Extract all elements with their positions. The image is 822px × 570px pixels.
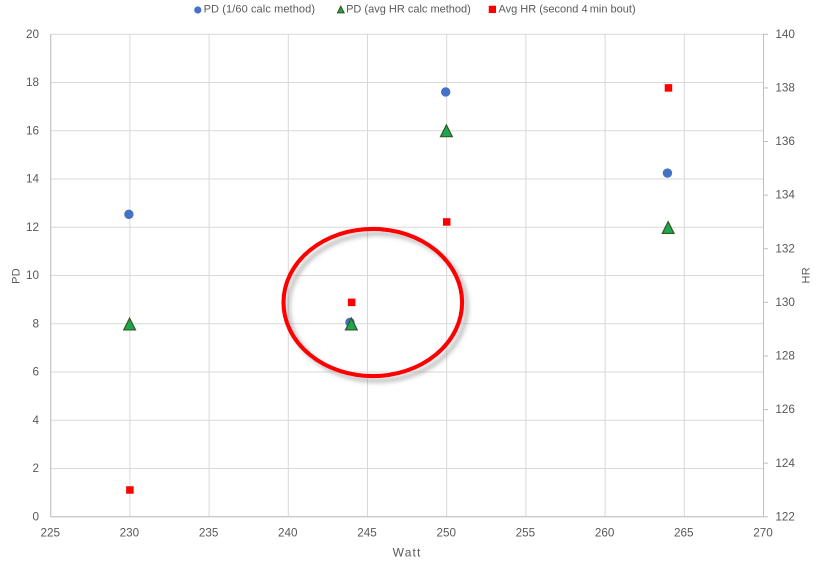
svg-text:130: 130 <box>775 296 795 309</box>
svg-text:Avg HR (second 4 min bout): Avg HR (second 4 min bout) <box>499 4 636 16</box>
svg-text:20: 20 <box>26 28 40 41</box>
svg-text:260: 260 <box>595 526 615 539</box>
svg-text:140: 140 <box>775 28 795 41</box>
svg-text:10: 10 <box>26 269 40 282</box>
svg-text:235: 235 <box>199 526 219 539</box>
svg-text:240: 240 <box>278 526 298 539</box>
svg-text:PD (avg HR calc method): PD (avg HR calc method) <box>346 4 471 16</box>
svg-text:230: 230 <box>120 526 140 539</box>
svg-text:136: 136 <box>775 135 795 148</box>
svg-text:12: 12 <box>26 221 39 234</box>
svg-text:0: 0 <box>32 510 39 523</box>
svg-text:132: 132 <box>775 242 795 255</box>
svg-text:6: 6 <box>32 366 39 379</box>
svg-text:265: 265 <box>674 526 694 539</box>
svg-text:HR: HR <box>801 267 813 284</box>
svg-text:Watt: Watt <box>393 546 422 560</box>
svg-text:134: 134 <box>775 189 795 202</box>
svg-text:8: 8 <box>32 317 39 330</box>
svg-text:128: 128 <box>775 350 795 363</box>
svg-text:124: 124 <box>775 457 795 470</box>
svg-text:126: 126 <box>775 403 795 416</box>
svg-text:255: 255 <box>516 526 536 539</box>
svg-text:14: 14 <box>26 173 40 186</box>
svg-text:18: 18 <box>26 76 39 89</box>
svg-text:4: 4 <box>32 414 39 427</box>
svg-text:PD: PD <box>10 268 22 284</box>
svg-text:225: 225 <box>40 526 60 539</box>
svg-text:245: 245 <box>357 526 377 539</box>
svg-text:270: 270 <box>753 526 773 539</box>
svg-text:122: 122 <box>775 510 795 523</box>
svg-text:250: 250 <box>436 526 456 539</box>
svg-text:16: 16 <box>26 124 39 137</box>
svg-text:2: 2 <box>32 462 39 475</box>
svg-text:138: 138 <box>775 82 795 95</box>
svg-text:PD (1/60 calc method): PD (1/60 calc method) <box>204 4 316 16</box>
